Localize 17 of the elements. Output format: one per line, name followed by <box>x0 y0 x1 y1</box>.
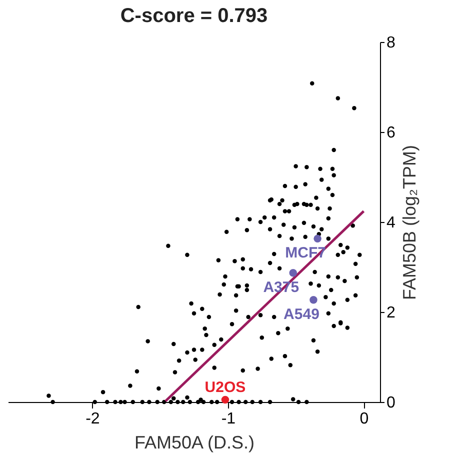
y-axis-title: FAM50B (log₂TPM) <box>399 144 420 300</box>
y-tick-label: 4 <box>386 214 396 232</box>
point <box>310 296 318 304</box>
y-tick-label: 0 <box>386 394 396 412</box>
chart-title: C-score = 0.793 <box>120 5 268 27</box>
y-tick-label: 2 <box>386 304 396 322</box>
point <box>289 268 297 277</box>
series-label: A549 <box>284 306 320 323</box>
y-tick-label: 6 <box>386 124 396 142</box>
series-label: U2OS <box>204 378 246 396</box>
x-axis-title: FAM50A (D.S.) <box>134 432 255 452</box>
point <box>314 234 322 243</box>
x-tick-label: -2 <box>86 410 100 428</box>
point <box>221 396 230 404</box>
x-tick-label: 0 <box>360 410 369 428</box>
x-tick-label: -1 <box>221 410 236 428</box>
y-tick-label: 8 <box>386 34 396 52</box>
